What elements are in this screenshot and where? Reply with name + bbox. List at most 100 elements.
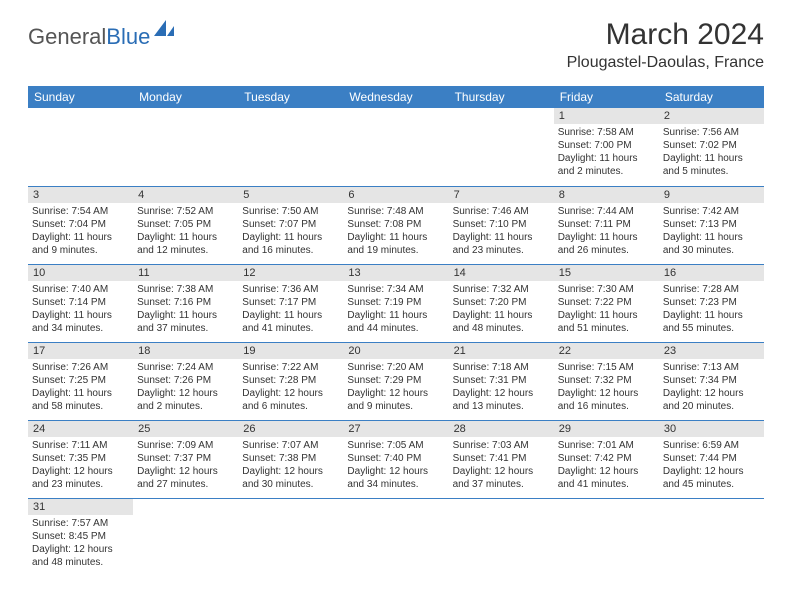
calendar-cell: 14 Sunrise: 7:32 AMSunset: 7:20 PMDayligh… bbox=[449, 264, 554, 342]
day-details: Sunrise: 7:48 AMSunset: 7:08 PMDaylight:… bbox=[347, 205, 444, 257]
day-number: 14 bbox=[449, 265, 554, 281]
calendar-row: 1Sunrise: 7:58 AMSunset: 7:00 PMDaylight… bbox=[28, 108, 764, 186]
calendar-row: 3Sunrise: 7:54 AMSunset: 7:04 PMDaylight… bbox=[28, 186, 764, 264]
calendar-cell: 21Sunrise: 7:18 AMSunset: 7:31 PMDayligh… bbox=[449, 342, 554, 420]
day-details: Sunrise: 7:15 AMSunset: 7:32 PMDaylight:… bbox=[558, 361, 655, 413]
calendar-cell: 24 Sunrise: 7:11 AMSunset: 7:35 PMDayligh… bbox=[28, 420, 133, 498]
day-details: Sunrise: 7:11 AMSunset: 7:35 PMDaylight:… bbox=[32, 439, 129, 491]
day-number: 27 bbox=[343, 421, 448, 437]
day-number: 19 bbox=[238, 343, 343, 359]
calendar-cell bbox=[554, 498, 659, 576]
day-number: 20 bbox=[343, 343, 448, 359]
day-details: Sunrise: 7:03 AMSunset: 7:41 PMDaylight:… bbox=[453, 439, 550, 491]
calendar-cell bbox=[659, 498, 764, 576]
day-details: Sunrise: 7:36 AMSunset: 7:17 PMDaylight:… bbox=[242, 283, 339, 335]
calendar-body: 1Sunrise: 7:58 AMSunset: 7:00 PMDaylight… bbox=[28, 108, 764, 576]
day-number: 15 bbox=[554, 265, 659, 281]
day-number: 8 bbox=[554, 187, 659, 203]
calendar-cell: 28 Sunrise: 7:03 AMSunset: 7:41 PMDayligh… bbox=[449, 420, 554, 498]
calendar-cell: 29 Sunrise: 7:01 AMSunset: 7:42 PMDayligh… bbox=[554, 420, 659, 498]
calendar-cell: 16Sunrise: 7:28 AMSunset: 7:23 PMDayligh… bbox=[659, 264, 764, 342]
calendar-cell: 4Sunrise: 7:52 AMSunset: 7:05 PMDaylight… bbox=[133, 186, 238, 264]
day-details: Sunrise: 7:05 AMSunset: 7:40 PMDaylight:… bbox=[347, 439, 444, 491]
day-number: 26 bbox=[238, 421, 343, 437]
day-number: 12 bbox=[238, 265, 343, 281]
day-details: Sunrise: 7:56 AMSunset: 7:02 PMDaylight:… bbox=[663, 126, 760, 178]
day-details: Sunrise: 7:26 AMSunset: 7:25 PMDaylight:… bbox=[32, 361, 129, 413]
calendar-cell bbox=[133, 498, 238, 576]
day-details: Sunrise: 7:42 AMSunset: 7:13 PMDaylight:… bbox=[663, 205, 760, 257]
calendar-cell: 12 Sunrise: 7:36 AMSunset: 7:17 PMDayligh… bbox=[238, 264, 343, 342]
logo-general: General bbox=[28, 24, 106, 49]
day-number: 25 bbox=[133, 421, 238, 437]
calendar-cell: 15 Sunrise: 7:30 AMSunset: 7:22 PMDayligh… bbox=[554, 264, 659, 342]
weekday-header-row: SundayMondayTuesdayWednesdayThursdayFrid… bbox=[28, 86, 764, 108]
weekday-header: Thursday bbox=[449, 86, 554, 108]
day-number: 24 bbox=[28, 421, 133, 437]
day-number: 17 bbox=[28, 343, 133, 359]
day-details: Sunrise: 7:20 AMSunset: 7:29 PMDaylight:… bbox=[347, 361, 444, 413]
day-details: Sunrise: 7:13 AMSunset: 7:34 PMDaylight:… bbox=[663, 361, 760, 413]
month-title: March 2024 bbox=[567, 18, 764, 52]
day-number: 11 bbox=[133, 265, 238, 281]
day-number: 22 bbox=[554, 343, 659, 359]
calendar-row: 24 Sunrise: 7:11 AMSunset: 7:35 PMDayligh… bbox=[28, 420, 764, 498]
calendar-cell bbox=[238, 498, 343, 576]
calendar-cell bbox=[449, 498, 554, 576]
logo-sail-icon bbox=[152, 18, 176, 43]
weekday-header: Friday bbox=[554, 86, 659, 108]
logo-text: GeneralBlue bbox=[28, 24, 150, 50]
calendar-cell: 22 Sunrise: 7:15 AMSunset: 7:32 PMDayligh… bbox=[554, 342, 659, 420]
weekday-header: Tuesday bbox=[238, 86, 343, 108]
day-details: Sunrise: 7:28 AMSunset: 7:23 PMDaylight:… bbox=[663, 283, 760, 335]
weekday-header: Saturday bbox=[659, 86, 764, 108]
day-details: Sunrise: 7:57 AMSunset: 8:45 PMDaylight:… bbox=[32, 517, 129, 569]
calendar-cell: 26 Sunrise: 7:07 AMSunset: 7:38 PMDayligh… bbox=[238, 420, 343, 498]
day-number: 31 bbox=[28, 499, 133, 515]
calendar-cell bbox=[28, 108, 133, 186]
day-details: Sunrise: 7:30 AMSunset: 7:22 PMDaylight:… bbox=[558, 283, 655, 335]
calendar-cell: 27 Sunrise: 7:05 AMSunset: 7:40 PMDayligh… bbox=[343, 420, 448, 498]
calendar-cell: 20 Sunrise: 7:20 AMSunset: 7:29 PMDayligh… bbox=[343, 342, 448, 420]
calendar-cell bbox=[343, 108, 448, 186]
day-details: Sunrise: 7:32 AMSunset: 7:20 PMDaylight:… bbox=[453, 283, 550, 335]
calendar-cell bbox=[133, 108, 238, 186]
calendar-cell bbox=[238, 108, 343, 186]
day-details: Sunrise: 7:44 AMSunset: 7:11 PMDaylight:… bbox=[558, 205, 655, 257]
calendar-cell: 1Sunrise: 7:58 AMSunset: 7:00 PMDaylight… bbox=[554, 108, 659, 186]
day-details: Sunrise: 7:40 AMSunset: 7:14 PMDaylight:… bbox=[32, 283, 129, 335]
calendar-cell: 6 Sunrise: 7:48 AMSunset: 7:08 PMDaylight… bbox=[343, 186, 448, 264]
day-number: 28 bbox=[449, 421, 554, 437]
day-details: Sunrise: 7:34 AMSunset: 7:19 PMDaylight:… bbox=[347, 283, 444, 335]
day-number: 5 bbox=[238, 187, 343, 203]
calendar-cell: 25Sunrise: 7:09 AMSunset: 7:37 PMDayligh… bbox=[133, 420, 238, 498]
day-details: Sunrise: 7:07 AMSunset: 7:38 PMDaylight:… bbox=[242, 439, 339, 491]
calendar-cell: 31 Sunrise: 7:57 AMSunset: 8:45 PMDayligh… bbox=[28, 498, 133, 576]
day-number: 29 bbox=[554, 421, 659, 437]
day-details: Sunrise: 7:46 AMSunset: 7:10 PMDaylight:… bbox=[453, 205, 550, 257]
day-number: 9 bbox=[659, 187, 764, 203]
day-number: 10 bbox=[28, 265, 133, 281]
calendar-cell: 18Sunrise: 7:24 AMSunset: 7:26 PMDayligh… bbox=[133, 342, 238, 420]
weekday-header: Monday bbox=[133, 86, 238, 108]
day-number: 7 bbox=[449, 187, 554, 203]
calendar-cell: 11 Sunrise: 7:38 AMSunset: 7:16 PMDayligh… bbox=[133, 264, 238, 342]
day-details: Sunrise: 7:38 AMSunset: 7:16 PMDaylight:… bbox=[137, 283, 234, 335]
weekday-header: Wednesday bbox=[343, 86, 448, 108]
title-block: March 2024 Plougastel-Daoulas, France bbox=[567, 18, 764, 72]
calendar-cell: 23Sunrise: 7:13 AMSunset: 7:34 PMDayligh… bbox=[659, 342, 764, 420]
calendar-cell: 5Sunrise: 7:50 AMSunset: 7:07 PMDaylight… bbox=[238, 186, 343, 264]
calendar-row: 31 Sunrise: 7:57 AMSunset: 8:45 PMDayligh… bbox=[28, 498, 764, 576]
calendar-cell: 17 Sunrise: 7:26 AMSunset: 7:25 PMDayligh… bbox=[28, 342, 133, 420]
calendar-cell bbox=[343, 498, 448, 576]
logo: GeneralBlue bbox=[28, 24, 176, 50]
day-number: 2 bbox=[659, 108, 764, 124]
day-details: Sunrise: 7:01 AMSunset: 7:42 PMDaylight:… bbox=[558, 439, 655, 491]
day-number: 18 bbox=[133, 343, 238, 359]
calendar-cell: 3Sunrise: 7:54 AMSunset: 7:04 PMDaylight… bbox=[28, 186, 133, 264]
calendar-cell: 10 Sunrise: 7:40 AMSunset: 7:14 PMDayligh… bbox=[28, 264, 133, 342]
calendar-row: 17 Sunrise: 7:26 AMSunset: 7:25 PMDayligh… bbox=[28, 342, 764, 420]
day-details: Sunrise: 7:54 AMSunset: 7:04 PMDaylight:… bbox=[32, 205, 129, 257]
day-number: 6 bbox=[343, 187, 448, 203]
day-number: 4 bbox=[133, 187, 238, 203]
